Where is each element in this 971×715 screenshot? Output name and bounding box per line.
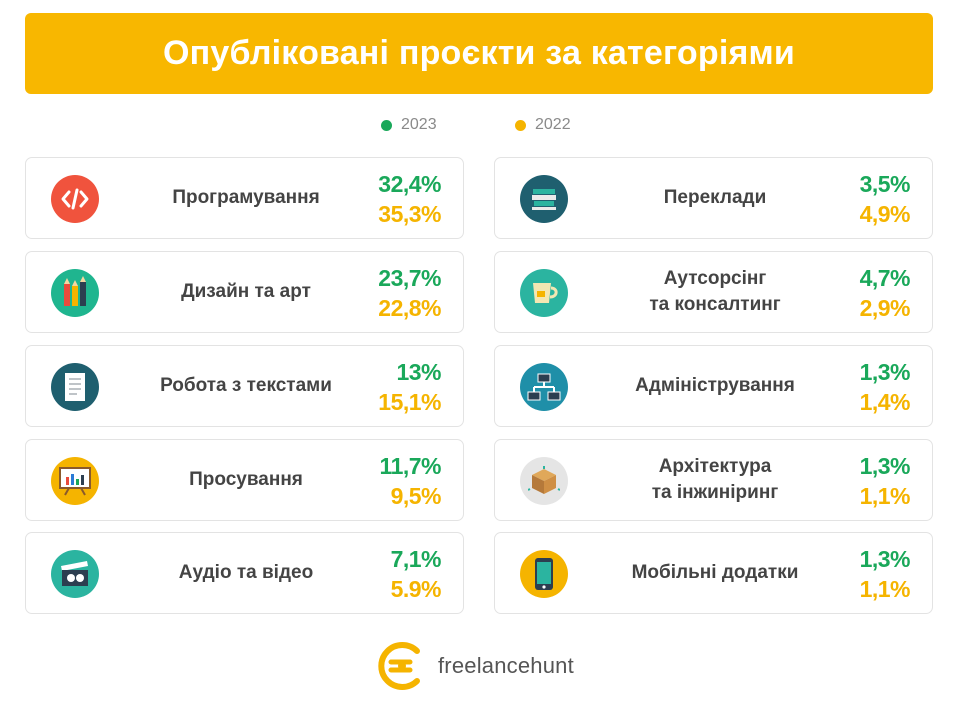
category-label: Аудіо та відео — [178, 562, 314, 583]
value-2022: 1,1% — [859, 576, 911, 602]
category-values: 1,3% 1,4% — [859, 357, 911, 417]
category-card-programming: Програмування 32,4% 35,3% — [25, 157, 464, 239]
value-2023: 4,7% — [859, 265, 911, 291]
value-2022: 22,8% — [378, 295, 441, 321]
category-label: Робота з текстами — [160, 375, 332, 396]
cup-icon — [520, 269, 568, 317]
code-icon — [51, 175, 99, 223]
pencils-icon — [51, 269, 99, 317]
category-card-mobile-apps: Мобільні додатки 1,3% 1,1% — [494, 532, 933, 614]
title-banner: Опубліковані проєкти за категоріями — [25, 13, 933, 94]
legend-label-2022: 2022 — [535, 116, 571, 133]
category-values: 1,3% 1,1% — [859, 451, 911, 511]
category-label: Мобільні додатки — [631, 562, 799, 583]
value-2023: 1,3% — [859, 359, 911, 385]
legend: 2023 2022 — [0, 116, 971, 138]
value-2022: 1,1% — [859, 483, 911, 509]
value-2022: 4,9% — [859, 201, 911, 227]
category-values: 13% 15,1% — [378, 357, 441, 417]
value-2023: 13% — [396, 359, 441, 385]
category-label: Програмування — [172, 187, 320, 208]
legend-label-2023: 2023 — [401, 116, 437, 133]
value-2022: 1,4% — [859, 389, 911, 415]
freelancehunt-logo-icon — [378, 642, 420, 690]
category-label: Аутсорсінг та консалтинг — [649, 268, 781, 315]
value-2023: 7,1% — [390, 546, 442, 572]
network-icon — [520, 363, 568, 411]
books-icon — [520, 175, 568, 223]
value-2022: 5.9% — [390, 576, 442, 602]
value-2023: 11,7% — [379, 453, 442, 479]
category-card-design: Дизайн та арт 23,7% 22,8% — [25, 251, 464, 333]
page-title: Опубліковані проєкти за категоріями — [163, 34, 795, 72]
category-label: Дизайн та арт — [181, 281, 311, 302]
presentation-board-icon — [51, 457, 99, 505]
category-values: 4,7% 2,9% — [859, 263, 911, 323]
document-icon — [51, 363, 99, 411]
category-card-administration: Адміністрування 1,3% 1,4% — [494, 345, 933, 427]
category-card-texts: Робота з текстами 13% 15,1% — [25, 345, 464, 427]
legend-item-2023: 2023 — [381, 116, 437, 134]
value-2022: 9,5% — [390, 483, 442, 509]
value-2023: 3,5% — [859, 171, 911, 197]
category-values: 3,5% 4,9% — [859, 169, 911, 229]
category-values: 32,4% 35,3% — [378, 169, 441, 229]
category-values: 1,3% 1,1% — [859, 544, 911, 604]
category-card-outsourcing: Аутсорсінг та консалтинг 4,7% 2,9% — [494, 251, 933, 333]
brand-logo: freelancehunt — [377, 640, 574, 692]
category-label: Просування — [189, 469, 303, 490]
value-2023: 32,4% — [378, 171, 441, 197]
category-card-audio-video: Аудіо та відео 7,1% 5.9% — [25, 532, 464, 614]
category-label: Переклади — [663, 187, 767, 208]
category-values: 23,7% 22,8% — [378, 263, 441, 323]
category-card-translations: Переклади 3,5% 4,9% — [494, 157, 933, 239]
cube-icon — [520, 457, 568, 505]
smartphone-icon — [520, 550, 568, 598]
category-values: 11,7% 9,5% — [379, 451, 442, 511]
value-2022: 15,1% — [378, 389, 441, 415]
value-2022: 2,9% — [859, 295, 911, 321]
value-2023: 1,3% — [859, 453, 911, 479]
category-values: 7,1% 5.9% — [390, 544, 442, 604]
category-card-promotion: Просування 11,7% 9,5% — [25, 439, 464, 521]
legend-dot-2022 — [515, 119, 526, 131]
brand-name: freelancehunt — [438, 653, 574, 678]
category-label: Архітектура та інжиніринг — [651, 456, 779, 503]
value-2023: 1,3% — [859, 546, 911, 572]
legend-item-2022: 2022 — [515, 116, 571, 134]
value-2023: 23,7% — [378, 265, 441, 291]
category-card-architecture: Архітектура та інжиніринг 1,3% 1,1% — [494, 439, 933, 521]
value-2022: 35,3% — [378, 201, 441, 227]
clapperboard-icon — [51, 550, 99, 598]
legend-dot-2023 — [381, 119, 392, 131]
category-label: Адміністрування — [635, 375, 795, 396]
